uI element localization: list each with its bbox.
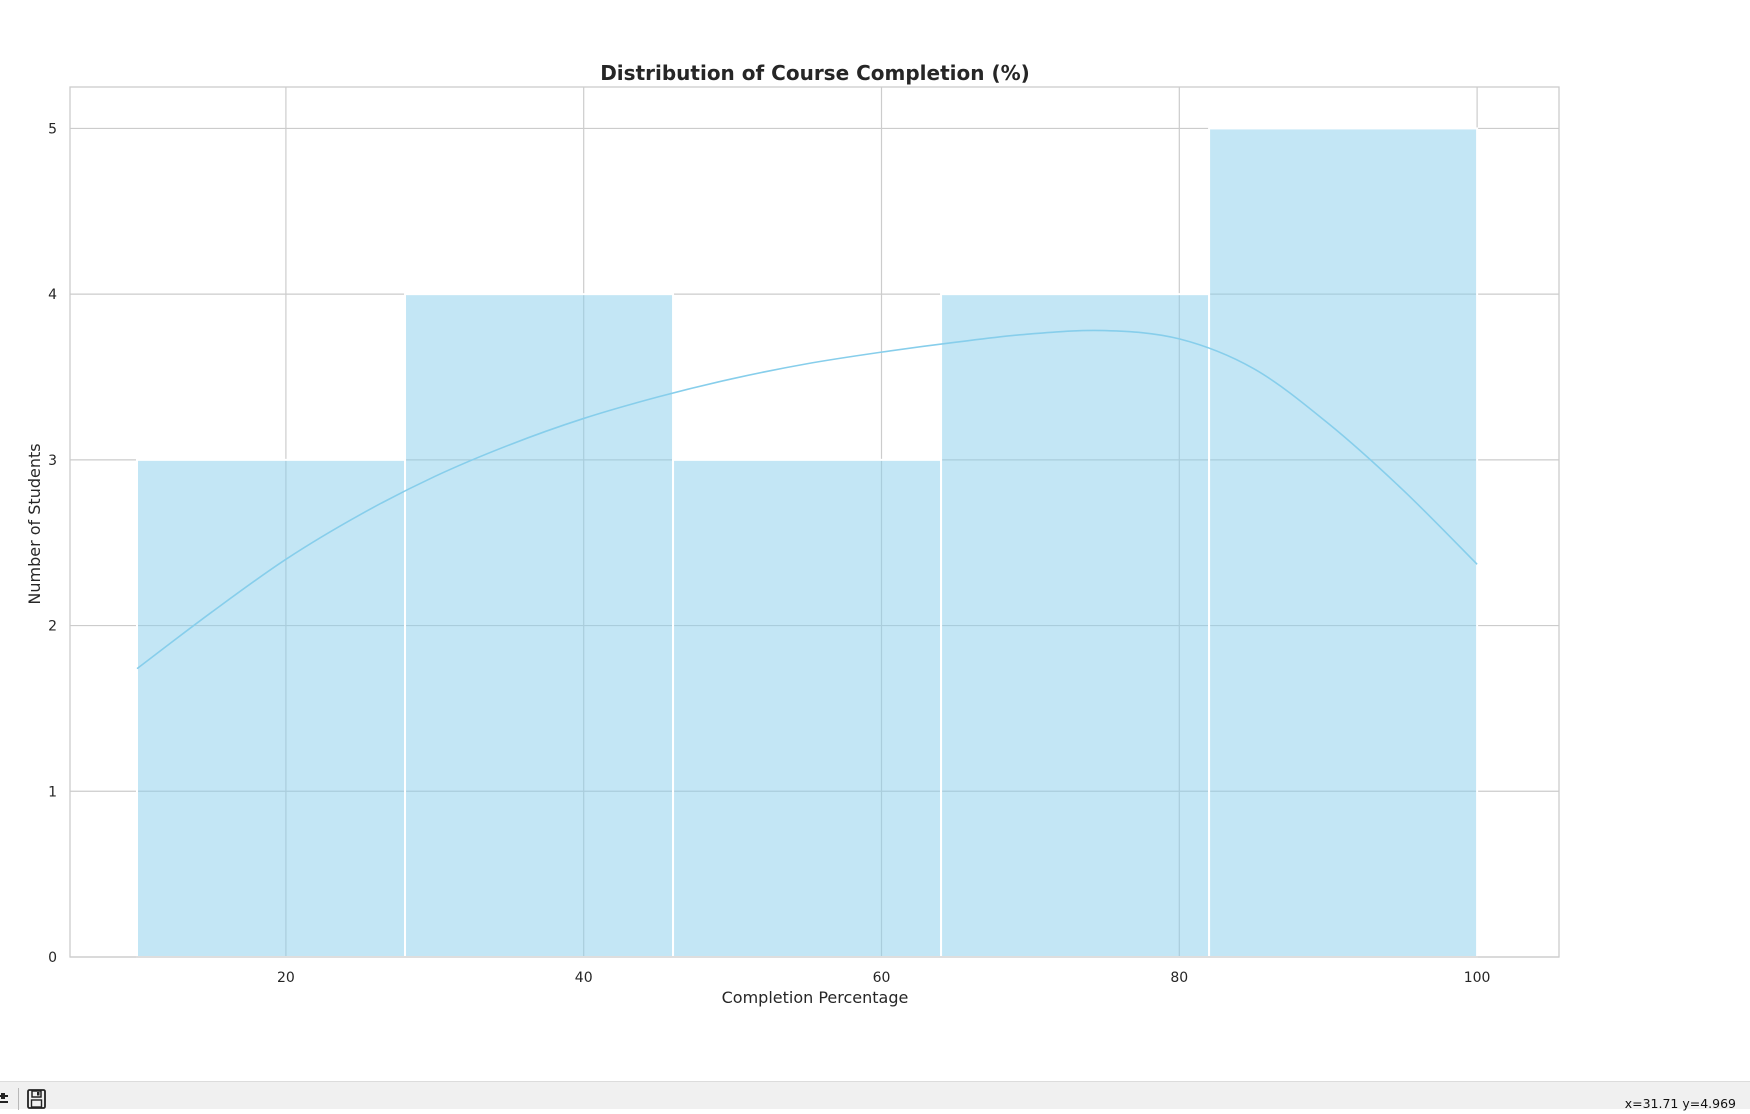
- toolbar-separator: [18, 1088, 19, 1110]
- x-axis-label: Completion Percentage: [722, 988, 909, 1007]
- plot-frame: [69, 86, 1560, 958]
- histogram-bar: [136, 458, 407, 958]
- figure-toolbar: x=31.71 y=4.969: [0, 1081, 1750, 1111]
- save-icon[interactable]: [26, 1088, 48, 1110]
- y-tick-label: 1: [48, 784, 57, 800]
- x-tick-label: 80: [1170, 970, 1188, 986]
- cursor-coordinates: x=31.71 y=4.969: [1624, 1096, 1736, 1111]
- x-tick-label: 60: [873, 970, 891, 986]
- x-tick-label: 20: [277, 970, 295, 986]
- y-tick-labels: 0 1 2 3 4 5: [48, 121, 57, 966]
- chart-title: Distribution of Course Completion (%): [600, 61, 1030, 85]
- x-tick-label: 100: [1464, 970, 1491, 986]
- histogram-bar: [672, 458, 943, 958]
- x-tick-label: 40: [575, 970, 593, 986]
- x-tick-labels: 20 40 60 80 100: [277, 970, 1490, 986]
- chart-figure: 20 40 60 80 100 0 1 2 3 4 5 Distribution of Cours…: [25, 61, 1560, 1007]
- kde-curve: [136, 329, 1478, 670]
- histogram-bar: [404, 293, 675, 958]
- y-tick-label: 2: [48, 619, 57, 635]
- histogram-bar: [1208, 127, 1479, 958]
- y-tick-label: 4: [48, 287, 57, 303]
- y-axis-label: Number of Students: [25, 443, 44, 604]
- histogram-bars: [136, 127, 1479, 958]
- histogram-bar: [940, 293, 1211, 958]
- y-tick-label: 0: [48, 950, 57, 966]
- configure-icon[interactable]: [0, 1088, 14, 1110]
- y-tick-label: 5: [48, 121, 57, 137]
- y-tick-label: 3: [48, 453, 57, 469]
